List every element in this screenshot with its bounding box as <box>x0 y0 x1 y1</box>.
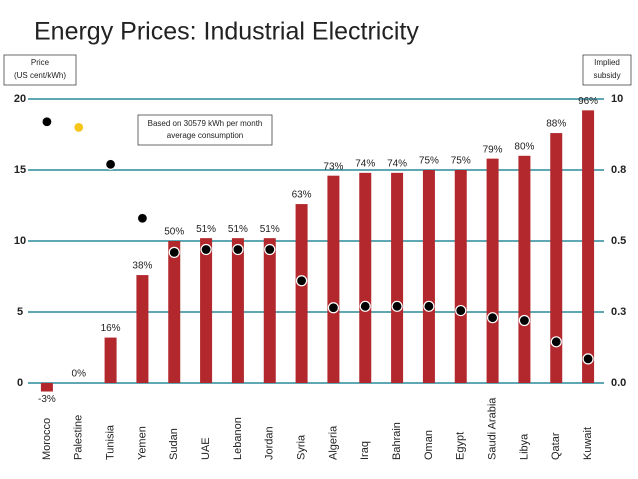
x-tick-label: Kuwait <box>582 427 594 460</box>
value-label: 51% <box>260 224 280 235</box>
dot <box>391 300 403 312</box>
dot <box>200 243 212 256</box>
value-label: 75% <box>451 156 471 167</box>
value-label: -3% <box>38 394 56 405</box>
y2-tick-label: 0.3 <box>611 306 626 318</box>
y2-label: Implied <box>594 58 620 67</box>
x-tick-label: Egypt <box>455 432 467 460</box>
bar <box>454 170 467 383</box>
y-tick-label: 10 <box>14 235 26 247</box>
value-label: 51% <box>196 224 216 235</box>
value-label: 51% <box>228 224 248 235</box>
annotation-box <box>137 114 273 146</box>
bar <box>422 170 435 383</box>
dot <box>73 121 85 134</box>
bar <box>136 275 149 383</box>
x-tick-label: Libya <box>518 433 530 460</box>
value-label: 75% <box>419 156 439 167</box>
y-label-box <box>3 54 77 86</box>
dot <box>327 302 340 314</box>
x-tick-label: UAE <box>200 437 212 460</box>
x-tick-label: Yemen <box>136 426 148 460</box>
x-tick-label: Syria <box>295 434 307 460</box>
x-tick-label: Iraq <box>359 441 371 460</box>
value-label: 80% <box>514 141 534 152</box>
dot <box>104 158 117 170</box>
value-label: 88% <box>546 119 566 130</box>
value-label: 73% <box>323 161 343 172</box>
y-tick-label: 15 <box>14 164 26 176</box>
value-label: 50% <box>164 227 184 238</box>
dot <box>486 312 499 324</box>
dot <box>232 243 244 256</box>
y2-tick-label: 10 <box>611 93 623 105</box>
x-tick-label: Palestine <box>73 415 85 460</box>
dot <box>550 336 562 348</box>
y-label: Price <box>31 58 50 67</box>
value-label: 16% <box>101 323 121 334</box>
y2-label-box <box>582 54 632 86</box>
bar <box>295 204 308 383</box>
y-tick-label: 20 <box>14 93 26 105</box>
dot <box>168 246 180 258</box>
bar <box>518 155 531 383</box>
bar <box>231 238 244 383</box>
y-label: (US cent/kWh) <box>14 71 66 80</box>
value-label: 96% <box>578 96 598 107</box>
annotation: Based on 30579 kWh per month <box>148 119 263 128</box>
bar <box>550 133 563 383</box>
y-tick-label: 5 <box>17 306 23 318</box>
value-label: 79% <box>483 144 503 155</box>
annotation: average consumption <box>167 131 244 140</box>
dot <box>518 314 531 327</box>
x-tick-label: Algeria <box>327 425 339 460</box>
bar <box>104 337 117 383</box>
x-tick-label: Lebanon <box>232 417 244 460</box>
value-label: 74% <box>387 158 407 169</box>
y2-label: subsidy <box>593 71 620 80</box>
x-tick-label: Bahrain <box>391 422 403 460</box>
dot <box>582 353 594 365</box>
bar <box>327 175 340 383</box>
dot <box>41 116 53 128</box>
value-label: 0% <box>72 369 87 380</box>
x-tick-label: Qatar <box>550 432 562 460</box>
bar <box>263 238 276 383</box>
x-tick-label: Morocco <box>41 418 53 460</box>
y2-tick-label: 0.8 <box>611 164 626 176</box>
x-tick-label: Oman <box>423 430 435 460</box>
bar <box>40 383 53 392</box>
bar <box>486 158 499 383</box>
value-label: 74% <box>355 158 375 169</box>
value-label: 38% <box>132 261 152 272</box>
y2-tick-label: 0.0 <box>611 377 626 389</box>
dot <box>295 275 308 287</box>
dot <box>455 304 467 317</box>
bar <box>391 172 404 383</box>
chart-title: Energy Prices: Industrial Electricity <box>34 18 419 46</box>
bar <box>582 110 595 384</box>
value-label: 63% <box>292 190 312 201</box>
x-tick-label: Saudi Arabia <box>486 397 498 460</box>
bar <box>200 238 213 383</box>
dot <box>423 300 435 312</box>
dot <box>136 212 149 224</box>
y-tick-label: 0 <box>17 377 23 389</box>
bar <box>168 241 181 383</box>
y2-tick-label: 0.5 <box>611 235 626 247</box>
bar <box>359 172 372 383</box>
dot <box>264 243 276 256</box>
dot <box>359 300 371 312</box>
x-tick-label: Jordan <box>264 426 276 460</box>
x-tick-label: Sudan <box>168 428 180 460</box>
x-tick-label: Tunisia <box>104 424 116 460</box>
